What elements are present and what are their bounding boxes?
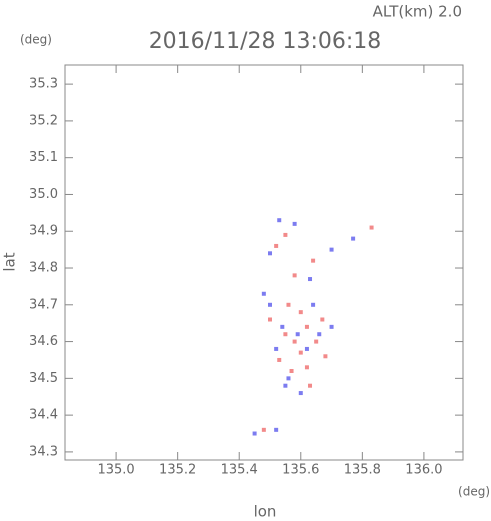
point	[261, 291, 266, 296]
x-unit: (deg)	[458, 485, 490, 499]
point	[295, 332, 300, 337]
x-tick-label: 136.0	[405, 463, 442, 478]
point	[268, 317, 273, 322]
point	[280, 324, 285, 329]
point	[351, 236, 356, 241]
point	[283, 383, 288, 388]
point	[292, 339, 297, 344]
point	[286, 302, 291, 307]
point	[292, 273, 297, 278]
point	[329, 324, 334, 329]
point	[277, 218, 282, 223]
y-tick-label: 35.3	[29, 77, 58, 92]
point	[304, 346, 309, 351]
point	[329, 247, 334, 252]
point	[304, 324, 309, 329]
chart-subtitle: ALT(km) 2.0	[373, 3, 462, 21]
point	[268, 302, 273, 307]
y-tick-label: 34.9	[29, 224, 58, 239]
x-tick-label: 135.0	[97, 463, 134, 478]
x-axis-label: lon	[254, 503, 277, 521]
y-axis-label: lat	[1, 252, 19, 271]
point	[289, 368, 294, 373]
point	[274, 243, 279, 248]
y-tick-label: 34.6	[29, 334, 58, 349]
y-tick-label: 34.5	[29, 371, 58, 386]
y-tick-label: 35.1	[29, 150, 58, 165]
y-tick-label: 34.7	[29, 297, 58, 312]
point	[261, 427, 266, 432]
point	[304, 365, 309, 370]
point	[308, 383, 313, 388]
plot-frame	[64, 64, 464, 461]
point	[314, 339, 319, 344]
x-tick-label: 135.4	[221, 463, 258, 478]
point	[274, 346, 279, 351]
x-tick-label: 135.6	[282, 463, 319, 478]
point	[311, 258, 316, 263]
point	[323, 354, 328, 359]
point	[277, 357, 282, 362]
point	[286, 376, 291, 381]
x-tick-label: 135.8	[344, 463, 381, 478]
point	[308, 277, 313, 282]
point	[317, 332, 322, 337]
point	[298, 350, 303, 355]
y-tick-label: 35.2	[29, 113, 58, 128]
y-tick-label: 35.0	[29, 187, 58, 202]
point	[311, 302, 316, 307]
point	[268, 251, 273, 256]
point	[283, 332, 288, 337]
y-tick-label: 34.8	[29, 261, 58, 276]
y-tick-label: 34.4	[29, 408, 58, 423]
point	[369, 225, 374, 230]
point	[283, 232, 288, 237]
point	[298, 391, 303, 396]
y-tick-label: 34.3	[29, 444, 58, 459]
point	[320, 317, 325, 322]
x-tick-label: 135.2	[159, 463, 196, 478]
point	[292, 221, 297, 226]
chart-title: 2016/11/28 13:06:18	[149, 29, 382, 54]
point	[274, 427, 279, 432]
y-unit: (deg)	[20, 33, 52, 47]
point	[298, 310, 303, 315]
point	[252, 431, 257, 436]
